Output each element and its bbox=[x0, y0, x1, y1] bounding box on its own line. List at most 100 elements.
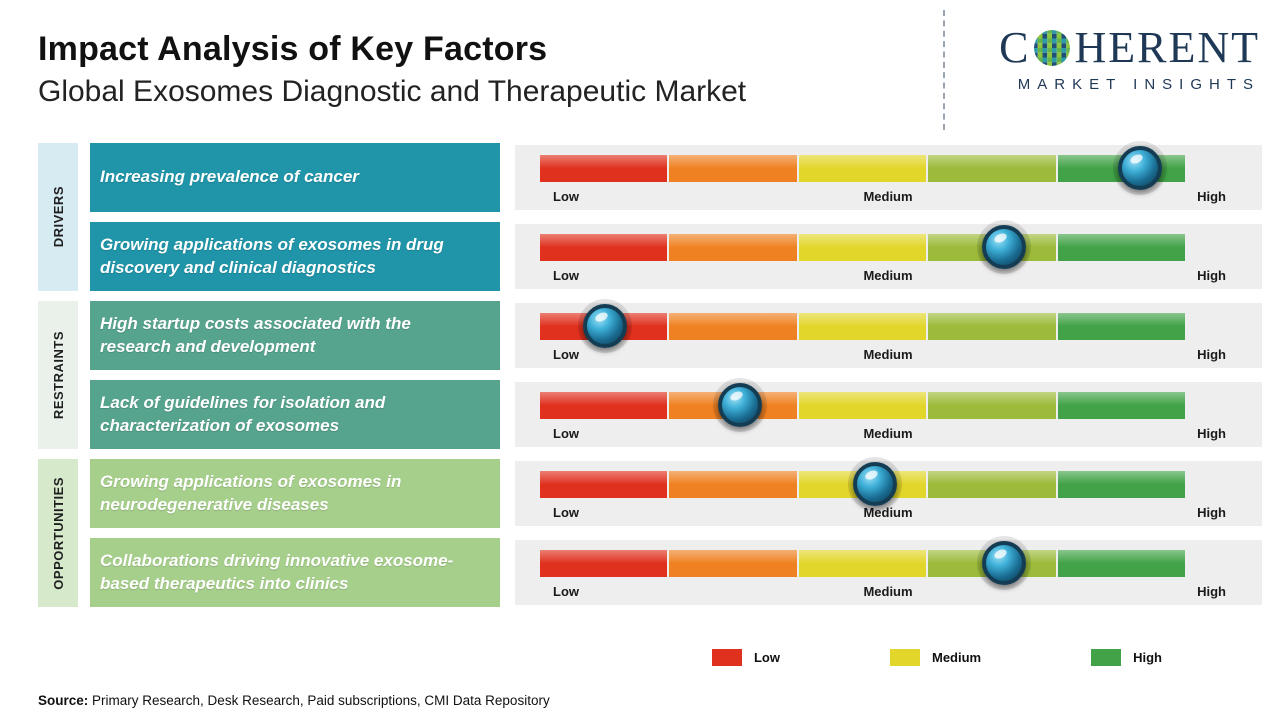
impact-scale-segment bbox=[1057, 392, 1186, 419]
category-text: OPPORTUNITIES bbox=[50, 476, 66, 590]
impact-bar-strip: Low Medium High bbox=[515, 145, 1262, 210]
factor-box: Growing applications of exosomes in neur… bbox=[90, 459, 500, 528]
impact-scale-segment bbox=[540, 392, 668, 419]
category-text: DRIVERS bbox=[50, 186, 66, 248]
impact-scale-segment bbox=[540, 155, 668, 182]
group-rows: Increasing prevalence of cancer Low Medi… bbox=[90, 143, 1262, 291]
legend-label-low: Low bbox=[753, 650, 780, 665]
impact-scale-track bbox=[540, 155, 1186, 182]
impact-scale-track bbox=[540, 234, 1186, 261]
impact-scale-segment bbox=[798, 234, 927, 261]
impact-bar-strip: Low Medium High bbox=[515, 382, 1262, 447]
impact-scale-segment bbox=[798, 313, 927, 340]
scale-label-medium: Medium bbox=[863, 426, 913, 441]
impact-bar-strip: Low Medium High bbox=[515, 303, 1262, 368]
legend-label-medium: Medium bbox=[931, 650, 982, 665]
group-restraints: RESTRAINTS High startup costs associated… bbox=[38, 301, 1262, 449]
page-title: Impact Analysis of Key Factors bbox=[38, 30, 548, 68]
impact-scale-segment bbox=[798, 550, 927, 577]
factor-row: Lack of guidelines for isolation and cha… bbox=[90, 380, 1262, 449]
header: Impact Analysis of Key Factors Global Ex… bbox=[0, 0, 1280, 138]
factor-box: Growing applications of exosomes in drug… bbox=[90, 222, 500, 291]
scale-label-high: High bbox=[1197, 268, 1226, 283]
scale-label-high: High bbox=[1197, 584, 1226, 599]
category-label-restraints: RESTRAINTS bbox=[38, 301, 78, 449]
brand-letter-c: C bbox=[999, 23, 1031, 72]
impact-scale-segment bbox=[1057, 313, 1186, 340]
legend-swatch-low bbox=[711, 649, 742, 666]
factor-text: Lack of guidelines for isolation and cha… bbox=[100, 392, 386, 435]
scale-label-medium: Medium bbox=[863, 505, 913, 520]
impact-scale-segment bbox=[540, 234, 668, 261]
impact-scale-segment bbox=[540, 471, 668, 498]
impact-bar-strip: Low Medium High bbox=[515, 224, 1262, 289]
impact-scale-track bbox=[540, 313, 1186, 340]
scale-label-high: High bbox=[1197, 505, 1226, 520]
scale-label-medium: Medium bbox=[863, 268, 913, 283]
impact-scale-segment bbox=[1057, 234, 1186, 261]
factor-box: Collaborations driving innovative exosom… bbox=[90, 538, 500, 607]
legend: Low Medium High bbox=[38, 649, 1162, 666]
category-text: RESTRAINTS bbox=[50, 330, 66, 420]
impact-scale-track bbox=[540, 550, 1186, 577]
factor-row: High startup costs associated with the r… bbox=[90, 301, 1262, 370]
impact-scale-segment bbox=[669, 471, 797, 498]
factor-box: High startup costs associated with the r… bbox=[90, 301, 500, 370]
scale-label-low: Low bbox=[553, 584, 579, 599]
factor-text: Increasing prevalence of cancer bbox=[100, 167, 359, 187]
scale-label-medium: Medium bbox=[863, 189, 913, 204]
brand-logo: C HERENT MARKET INSIG bbox=[943, 10, 1260, 130]
impact-scale-segment bbox=[1057, 550, 1186, 577]
factor-text: High startup costs associated with the r… bbox=[100, 313, 411, 356]
impact-slider-knob[interactable] bbox=[1117, 146, 1162, 190]
impact-slider-knob[interactable] bbox=[853, 462, 898, 506]
factor-row: Collaborations driving innovative exosom… bbox=[90, 538, 1262, 607]
scale-label-medium: Medium bbox=[863, 584, 913, 599]
impact-slider-knob[interactable] bbox=[982, 225, 1027, 269]
scale-label-low: Low bbox=[553, 426, 579, 441]
scale-label-low: Low bbox=[553, 347, 579, 362]
scale-label-high: High bbox=[1197, 347, 1226, 362]
factor-text: Collaborations driving innovative exosom… bbox=[100, 550, 454, 593]
impact-scale-segment bbox=[669, 234, 797, 261]
group-opportunities: OPPORTUNITIES Growing applications of ex… bbox=[38, 459, 1262, 607]
impact-chart: DRIVERS Increasing prevalence of cancer … bbox=[0, 138, 1280, 666]
factor-row: Increasing prevalence of cancer Low Medi… bbox=[90, 143, 1262, 212]
category-label-drivers: DRIVERS bbox=[38, 143, 78, 291]
group-rows: High startup costs associated with the r… bbox=[90, 301, 1262, 449]
impact-slider-knob[interactable] bbox=[717, 383, 762, 427]
impact-scale-segment bbox=[928, 392, 1056, 419]
impact-slider-knob[interactable] bbox=[582, 304, 627, 348]
scale-label-low: Low bbox=[553, 189, 579, 204]
mosaic-globe-icon bbox=[1033, 29, 1071, 67]
source-line: Source: Primary Research, Desk Research,… bbox=[38, 693, 550, 708]
impact-bar-strip: Low Medium High bbox=[515, 540, 1262, 605]
factor-row: Growing applications of exosomes in neur… bbox=[90, 459, 1262, 528]
group-rows: Growing applications of exosomes in neur… bbox=[90, 459, 1262, 607]
category-label-opportunities: OPPORTUNITIES bbox=[38, 459, 78, 607]
impact-scale-segment bbox=[798, 155, 927, 182]
impact-scale-segment bbox=[669, 550, 797, 577]
impact-scale-segment bbox=[928, 313, 1056, 340]
legend-item-medium: Medium bbox=[889, 649, 982, 666]
impact-scale-segment bbox=[798, 392, 927, 419]
impact-scale-segment bbox=[928, 155, 1056, 182]
factor-text: Growing applications of exosomes in neur… bbox=[100, 471, 402, 514]
scale-label-medium: Medium bbox=[863, 347, 913, 362]
scale-label-high: High bbox=[1197, 426, 1226, 441]
scale-label-low: Low bbox=[553, 268, 579, 283]
impact-scale-segment bbox=[669, 155, 797, 182]
brand-letters-rest: HERENT bbox=[1074, 23, 1260, 72]
legend-item-high: High bbox=[1091, 649, 1162, 666]
legend-item-low: Low bbox=[711, 649, 780, 666]
impact-scale-segment bbox=[540, 550, 668, 577]
impact-scale-segment bbox=[1057, 471, 1186, 498]
impact-scale-track bbox=[540, 392, 1186, 419]
divider-dashed bbox=[943, 10, 945, 130]
factor-box: Increasing prevalence of cancer bbox=[90, 143, 500, 212]
impact-scale-segment bbox=[928, 471, 1056, 498]
scale-label-high: High bbox=[1197, 189, 1226, 204]
impact-slider-knob[interactable] bbox=[982, 541, 1027, 585]
legend-swatch-medium bbox=[889, 649, 920, 666]
brand-name: C HERENT bbox=[999, 26, 1260, 70]
